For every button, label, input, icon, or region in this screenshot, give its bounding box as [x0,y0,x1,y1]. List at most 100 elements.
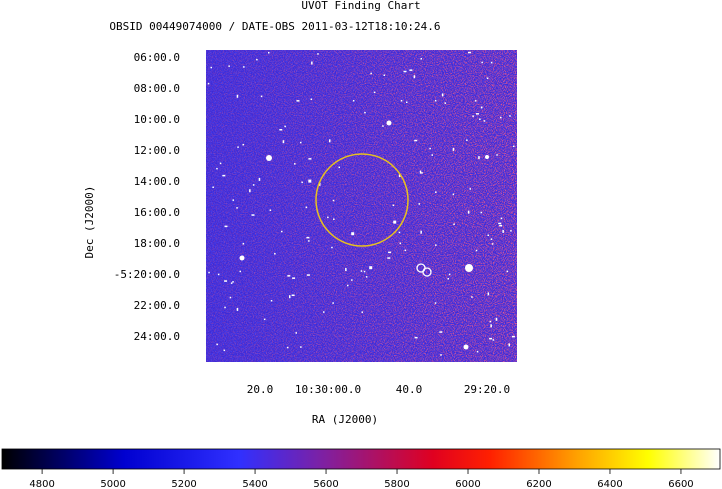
star [476,350,479,353]
star [476,113,479,115]
y-tick-label: 12:00.0 [134,144,180,157]
star [490,238,493,240]
x-tick-label: 20.0 [247,383,274,396]
colorbar-tick-label: 5600 [313,479,338,489]
star [479,118,481,120]
star [242,143,244,146]
star [300,141,302,144]
star [383,74,385,76]
star [511,335,515,338]
star [208,271,210,274]
colorbar-tick-label: 5400 [242,479,267,489]
star [502,229,504,233]
star [453,223,455,225]
star [486,77,489,79]
star [212,186,214,188]
star [292,277,296,279]
star [499,224,503,227]
star [492,339,495,341]
star [219,162,222,165]
star [317,53,319,55]
star [224,280,228,282]
star [237,146,239,148]
star [351,279,353,281]
star [236,307,239,311]
star [393,220,397,224]
star [467,210,470,214]
star [270,300,273,302]
star [498,222,502,225]
star [243,66,245,68]
star [294,163,296,165]
star [420,58,422,60]
star [491,243,494,245]
star [434,100,437,102]
star [495,317,498,321]
colorbar-tick-label: 6400 [597,479,622,489]
star [251,214,255,216]
star [510,230,512,232]
star [468,51,471,54]
star [487,292,490,296]
star [440,354,442,356]
star [364,111,366,114]
star [403,70,407,73]
star [419,170,422,174]
star [414,336,418,339]
star [224,306,226,309]
star [435,244,437,246]
bright-star [463,344,469,350]
y-tick-label: 08:00.0 [134,82,180,95]
star [287,275,291,277]
star [404,249,407,252]
star [327,216,329,219]
star [229,296,232,299]
star [490,61,493,64]
star [413,75,416,79]
y-tick-label: 16:00.0 [134,206,180,219]
star [216,343,218,346]
star [360,270,363,272]
star [249,189,251,193]
star [439,331,443,333]
star [429,147,431,150]
star [365,276,368,278]
star [400,100,403,102]
star [345,268,347,271]
star [489,320,492,323]
star [236,94,239,98]
star [471,296,473,298]
star [434,302,437,304]
star [496,154,498,156]
x-axis-label: RA (J2000) [312,413,378,426]
star [420,230,422,234]
y-tick-label: 22:00.0 [134,299,180,312]
stars [207,51,515,356]
subtitle: OBSID 00449074000 / DATE-OBS 2011-03-12T… [109,20,440,33]
y-tick-label: -5:20:00.0 [114,268,180,281]
source-circle [315,153,409,247]
star [500,116,502,119]
y-tick-label: 18:00.0 [134,237,180,250]
colorbar-tick-label: 6600 [668,479,693,489]
star [228,65,230,67]
star [448,273,451,276]
star [369,266,373,270]
star [305,206,308,209]
star [361,311,363,313]
x-tick-label: 40.0 [396,383,423,396]
star [274,253,276,255]
marker-circle [422,267,432,277]
star [282,140,285,144]
star [392,204,395,207]
star [387,257,391,259]
star [258,177,261,181]
star [447,278,449,280]
star [487,234,489,236]
colorbar-gradient [1,448,721,470]
star [329,139,331,143]
star [331,246,333,249]
bright-star [485,155,489,159]
star [435,191,437,193]
